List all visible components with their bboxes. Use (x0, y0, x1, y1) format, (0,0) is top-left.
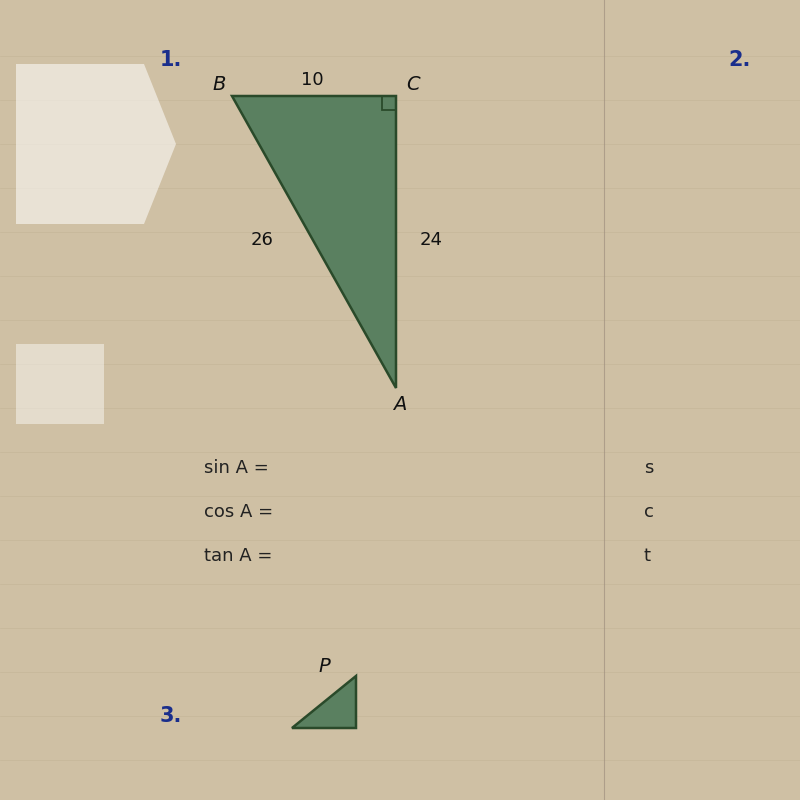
Polygon shape (292, 676, 356, 728)
Text: 24: 24 (420, 231, 443, 249)
Text: C: C (406, 74, 420, 94)
Text: P: P (318, 657, 330, 676)
Text: cos A =: cos A = (204, 503, 273, 521)
Polygon shape (232, 96, 396, 388)
Polygon shape (16, 344, 104, 424)
Text: A: A (394, 394, 406, 414)
Text: 2.: 2. (728, 50, 750, 70)
Text: s: s (644, 459, 654, 477)
Polygon shape (16, 64, 176, 224)
Text: tan A =: tan A = (204, 547, 272, 565)
Text: t: t (644, 547, 651, 565)
Text: 1.: 1. (160, 50, 182, 70)
Text: 3.: 3. (160, 706, 182, 726)
Text: 26: 26 (250, 231, 274, 249)
Text: B: B (212, 74, 226, 94)
Text: c: c (644, 503, 654, 521)
Text: sin A =: sin A = (204, 459, 269, 477)
Text: 10: 10 (301, 71, 323, 89)
